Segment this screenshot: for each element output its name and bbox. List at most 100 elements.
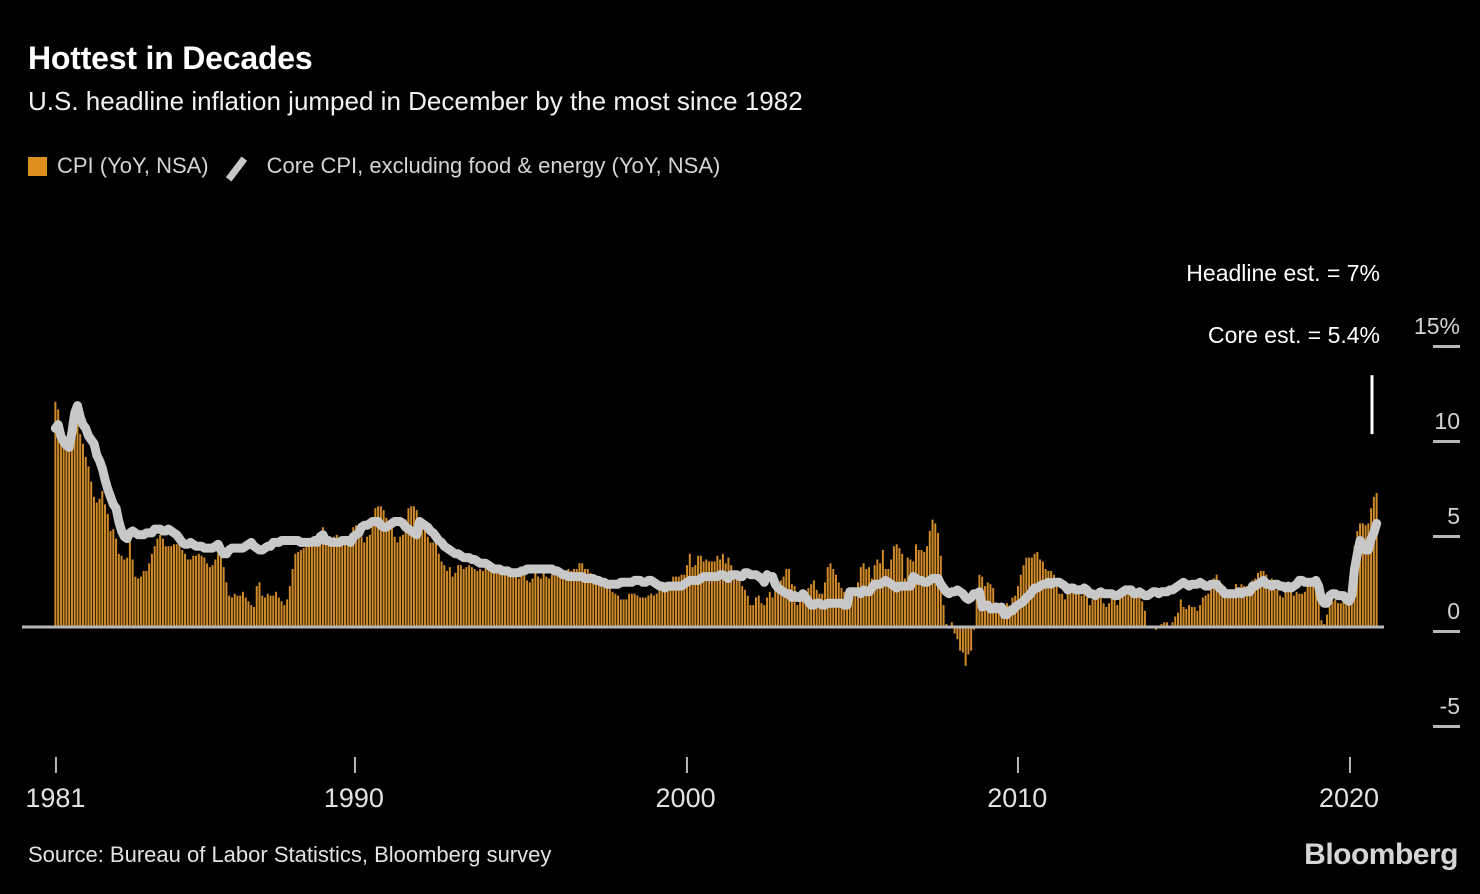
cpi-bar [694,565,697,626]
cpi-bar [572,569,575,626]
cpi-bar [197,553,200,626]
cpi-bar [699,555,702,626]
cpi-bar [399,536,402,626]
cpi-bar [948,626,951,627]
cpi-bar [275,591,278,626]
legend-item-core-cpi[interactable]: Core CPI, excluding food & energy (YoY, … [231,153,721,179]
cpi-bar [1353,546,1356,626]
cpi-bar [104,504,107,626]
cpi-bar [335,534,338,626]
cpi-bar [741,586,744,626]
x-axis-tick: 2010 [987,757,1047,814]
cpi-bar [1193,607,1196,626]
cpi-bar [989,584,992,626]
cpi-bar [79,434,82,626]
cpi-bar [857,582,860,626]
cpi-bar [1152,626,1155,628]
cpi-bar [912,561,915,626]
page-subtitle: U.S. headline inflation jumped in Decemb… [28,86,803,116]
cpi-bar [876,559,879,626]
cpi-bar [633,593,636,626]
cpi-bar [730,565,733,626]
cpi-bar [159,534,162,626]
cpi-bar [760,603,763,626]
cpi-bar [928,531,931,626]
cpi-bar [1052,574,1055,626]
cpi-bar [101,491,104,626]
cpi-bar [705,559,708,626]
cpi-bar [680,574,683,626]
cpi-bar [829,563,832,626]
cpi-bar [719,559,722,626]
cpi-bar [156,538,159,626]
cpi-bar [255,586,258,626]
cpi-bar [186,559,189,626]
cpi-bar [559,570,562,626]
y-axis-tick-label: 5 [1447,503,1460,529]
cpi-bar [390,527,393,626]
cpi-bar [840,588,843,626]
cpi-bar [846,589,849,626]
cpi-bar [550,574,553,626]
cpi-bar [388,525,391,626]
cpi-bar [614,593,617,626]
legend-item-cpi[interactable]: CPI (YoY, NSA) [28,153,209,179]
cpi-bar [1146,626,1149,628]
cpi-bar [495,569,498,626]
cpi-bar [903,578,906,626]
cpi-bar [531,578,534,626]
cpi-bar [658,582,661,626]
cpi-bar [622,599,625,626]
cpi-bar [424,527,426,626]
cpi-bar [481,570,484,626]
cpi-bar [498,569,501,626]
cpi-bar [1370,508,1373,626]
cpi-bar [1254,578,1257,626]
cpi-bar [1006,603,1008,626]
cpi-bar [1113,595,1116,626]
x-axis-tick-mark [55,757,58,773]
cpi-bar [1083,588,1086,626]
cpi-bar [884,569,887,626]
cpi-bar [319,536,322,626]
cpi-bar [975,591,978,626]
cpi-bar [1196,610,1199,626]
cpi-bar [1245,586,1248,626]
cpi-bar [244,597,247,626]
cpi-bar [812,580,815,626]
cpi-bar [774,588,777,626]
cpi-bar [1348,593,1351,626]
cpi-bar [592,578,595,626]
cpi-bar [324,532,327,626]
cpi-bar [371,519,374,626]
cpi-bar [766,597,769,626]
cpi-bar [214,559,217,626]
cpi-bar [484,563,487,626]
y-axis-tick: 0 [1390,598,1460,633]
cpi-bar [832,569,835,626]
cpi-bar [1262,570,1265,626]
cpi-bar [713,561,716,626]
cpi-bar [222,567,225,626]
cpi-bar [782,576,785,626]
cpi-bar [1259,570,1262,626]
cpi-bar [382,510,385,626]
cpi-bar [909,559,912,626]
cpi-bar [59,426,62,626]
cpi-bar [230,597,233,626]
x-axis-tick-label: 2000 [655,783,716,813]
cpi-bar [683,574,686,626]
cpi-bar [294,553,297,626]
cpi-bar [239,595,242,626]
cpi-bar [1077,593,1080,626]
cpi-bar [1138,593,1141,626]
cpi-bar [1110,597,1113,626]
cpi-bar [708,561,711,626]
cpi-bar [917,550,920,626]
cpi-bar [564,572,567,626]
cpi-bar [1003,605,1006,626]
cpi-bar [360,536,363,626]
cpi-bar [606,584,609,626]
cpi-bar [470,567,473,626]
cpi-bar [112,529,115,626]
